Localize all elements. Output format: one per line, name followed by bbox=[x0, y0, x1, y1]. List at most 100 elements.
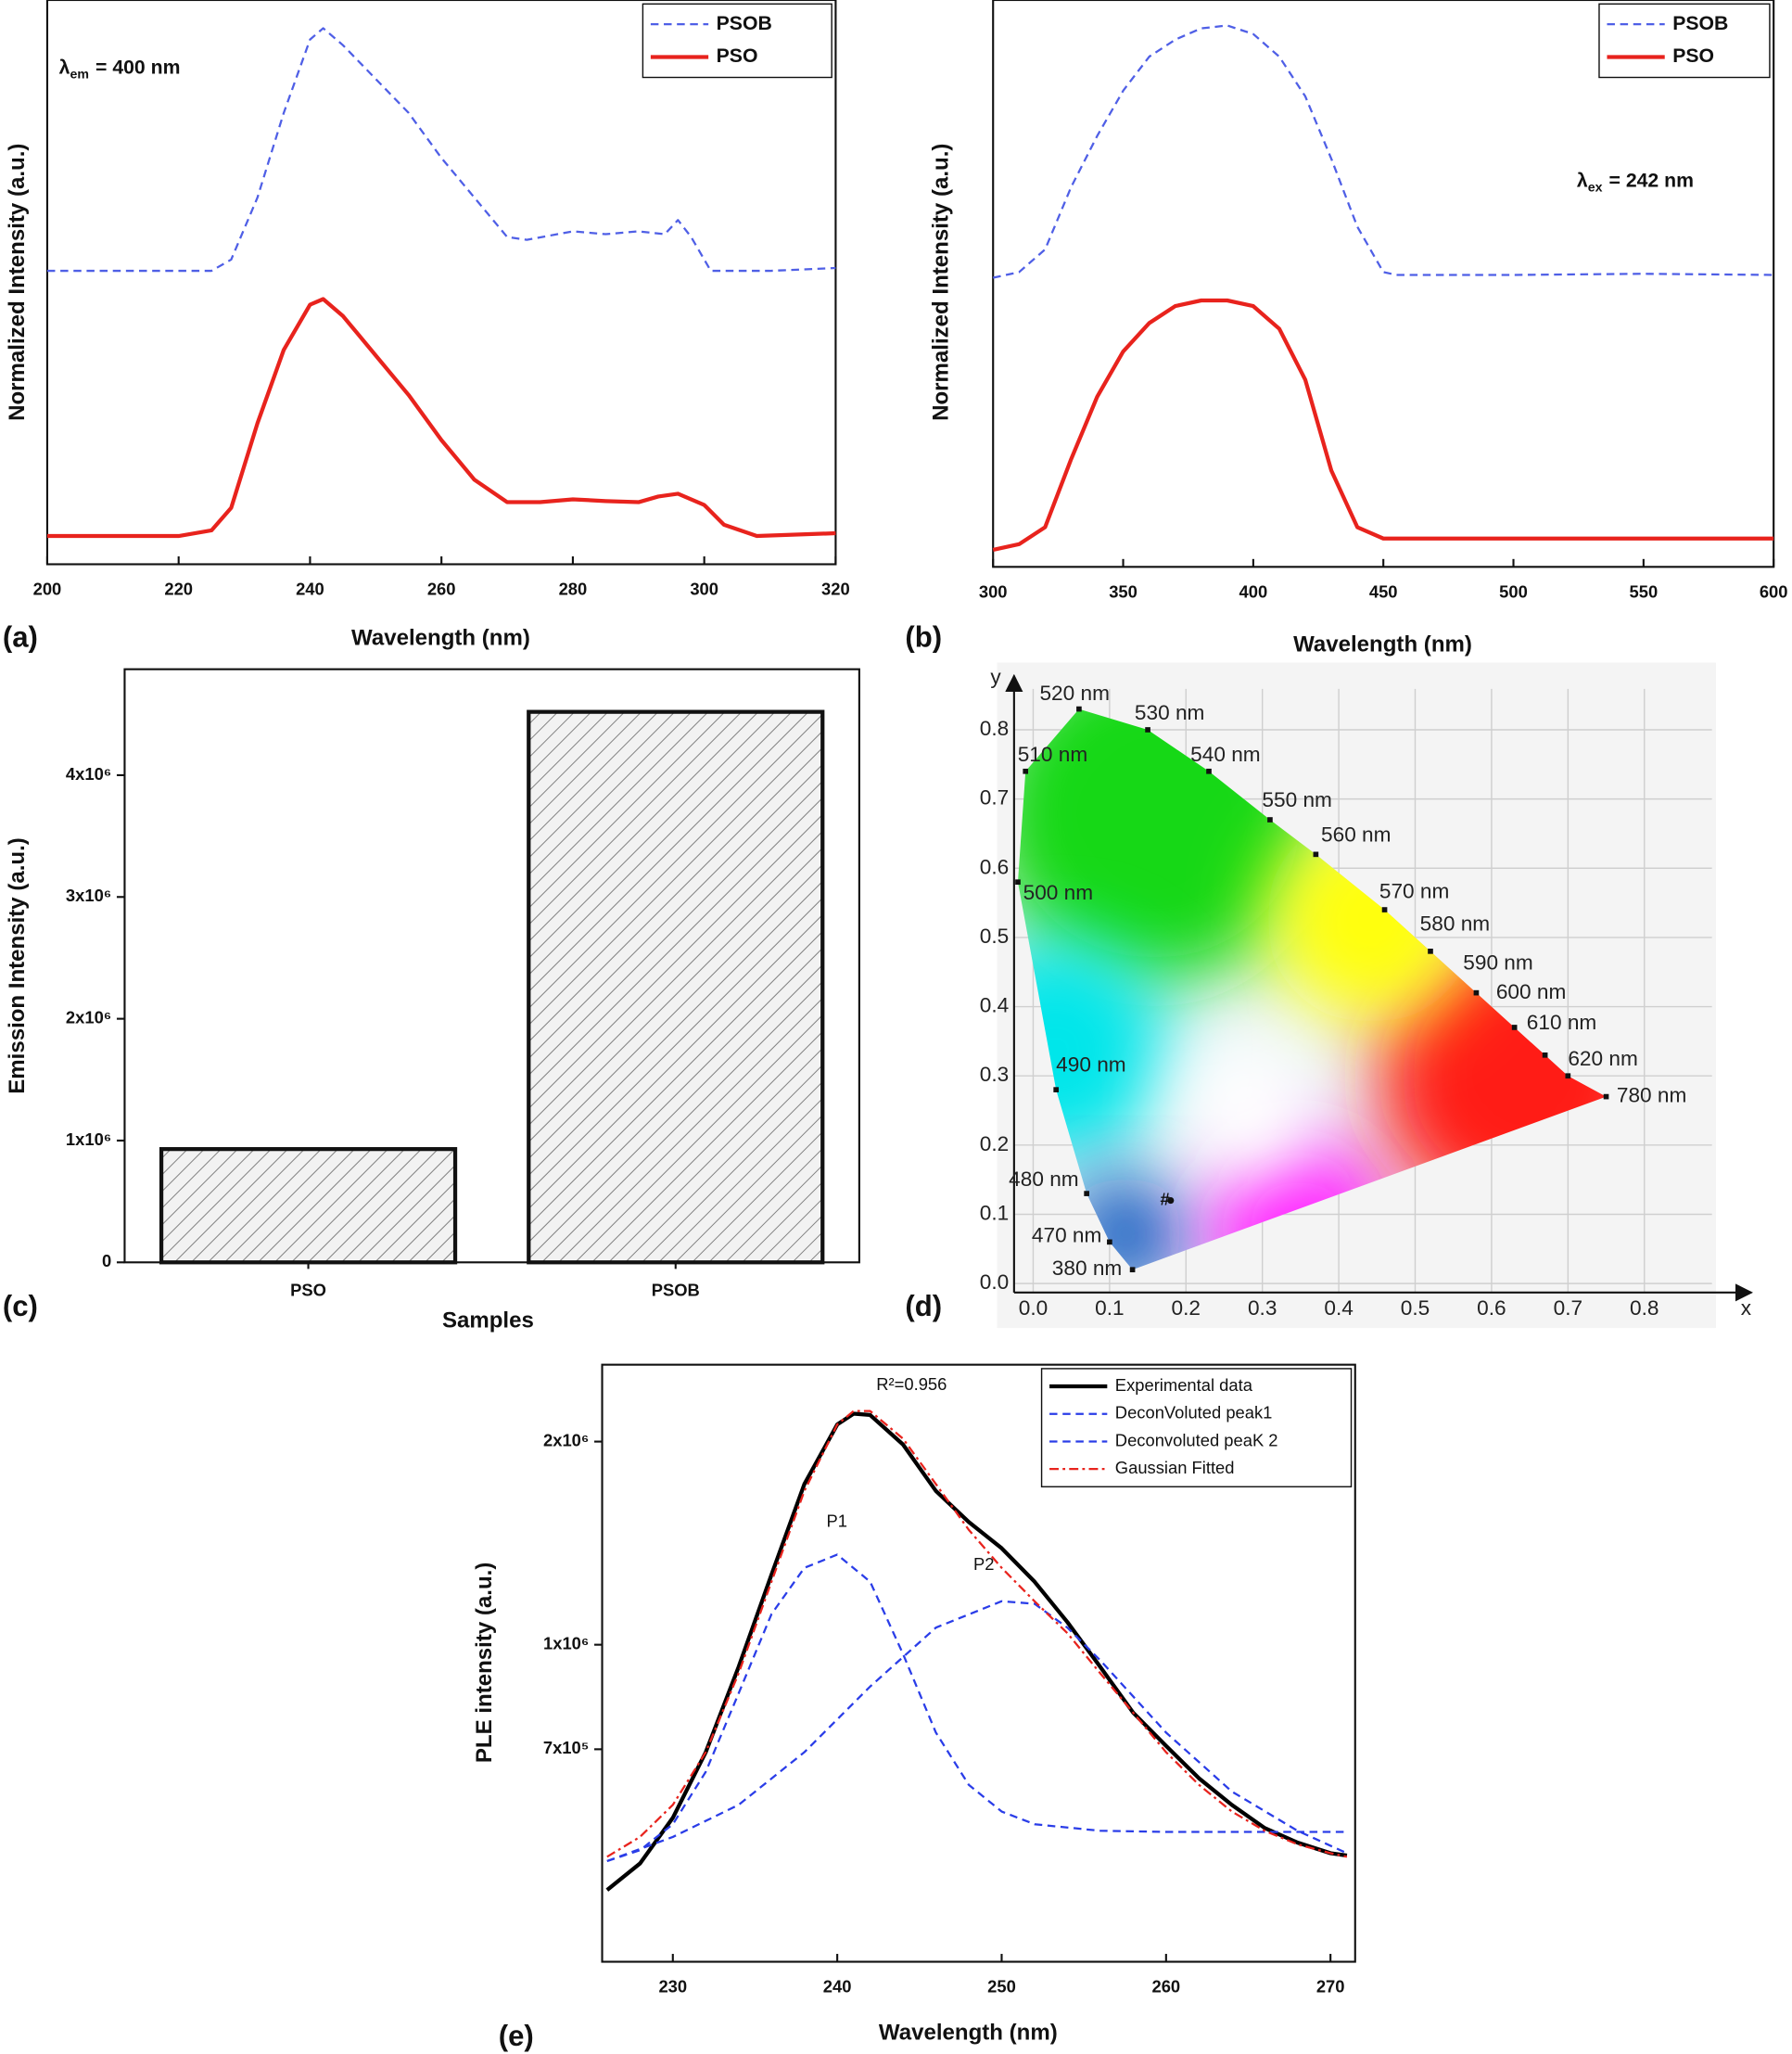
x-tick-label: 230 bbox=[658, 1977, 687, 1997]
peak-label: P2 bbox=[973, 1554, 994, 1574]
annotation-symbol: λ bbox=[1577, 170, 1588, 191]
locus-label: 500 nm bbox=[1023, 881, 1093, 904]
annotation: λex = 242 nm bbox=[1577, 170, 1694, 194]
locus-label: 540 nm bbox=[1190, 743, 1260, 766]
locus-point bbox=[1511, 1025, 1518, 1030]
panel-label: (e) bbox=[499, 2020, 534, 2052]
x-tick-label: 0.1 bbox=[1095, 1296, 1124, 1320]
x-tick-label: 0.0 bbox=[1019, 1296, 1048, 1320]
y-tick-label: 0.3 bbox=[980, 1063, 1009, 1086]
x-tick-label: PSO bbox=[290, 1280, 326, 1299]
locus-label: 480 nm bbox=[1009, 1167, 1078, 1191]
locus-point bbox=[1053, 1087, 1060, 1092]
locus-point bbox=[1129, 1267, 1136, 1273]
gamut-blob bbox=[1174, 1036, 1319, 1181]
locus-point bbox=[1565, 1073, 1571, 1079]
x-axis-title: Wavelength (nm) bbox=[1293, 632, 1472, 657]
locus-label: 380 nm bbox=[1052, 1257, 1122, 1280]
annotation-subscript: em bbox=[70, 66, 89, 81]
x-tick-label: 200 bbox=[33, 580, 62, 599]
x-tick-label: 600 bbox=[1760, 581, 1788, 601]
y-axis-title: Emission Intensity (a.u.) bbox=[5, 837, 30, 1094]
locus-point bbox=[1145, 727, 1150, 733]
y-tick-label: 0.0 bbox=[980, 1270, 1009, 1294]
locus-point bbox=[1542, 1052, 1548, 1058]
bar bbox=[159, 1147, 458, 1265]
y-tick-label: 2x10⁶ bbox=[543, 1430, 589, 1449]
legend-label: Gaussian Fitted bbox=[1115, 1458, 1235, 1477]
locus-point bbox=[1428, 949, 1433, 954]
x-tick-label: 220 bbox=[164, 580, 193, 599]
locus-label: 530 nm bbox=[1135, 701, 1204, 724]
series-line bbox=[992, 298, 1774, 553]
legend-box bbox=[1598, 3, 1771, 79]
x-tick-label: 0.4 bbox=[1324, 1296, 1353, 1320]
series-line bbox=[605, 1411, 1348, 1892]
x-tick-label: 240 bbox=[823, 1977, 852, 1997]
series-line bbox=[46, 297, 836, 539]
legend-label: PSOB bbox=[717, 13, 772, 34]
locus-label: 520 nm bbox=[1039, 682, 1109, 705]
locus-label: 510 nm bbox=[1018, 743, 1087, 766]
panel-label: (c) bbox=[3, 1290, 38, 1322]
x-axis-title: Samples bbox=[442, 1308, 534, 1333]
annotation-subscript: ex bbox=[1588, 179, 1603, 194]
x-tick-label: 0.3 bbox=[1248, 1296, 1277, 1320]
y-axis-title: PLE intensity (a.u.) bbox=[472, 1563, 497, 1763]
legend-label: PSO bbox=[717, 45, 758, 67]
annotation-text: = 400 nm bbox=[95, 57, 180, 78]
locus-label: 560 nm bbox=[1321, 823, 1391, 847]
x-tick-label: 280 bbox=[559, 580, 588, 599]
locus-label: 490 nm bbox=[1056, 1053, 1125, 1077]
legend-label: DeconVoluted peak1 bbox=[1115, 1403, 1273, 1422]
y-tick-label: 0.7 bbox=[980, 786, 1009, 810]
x-tick-label: 550 bbox=[1630, 581, 1659, 601]
bar bbox=[527, 709, 825, 1265]
plot-frame bbox=[601, 1363, 1356, 1963]
y-tick-label: 0.5 bbox=[980, 925, 1009, 948]
y-axis-title: Normalized Intensity (a.u.) bbox=[5, 144, 30, 421]
x-tick-label: 250 bbox=[987, 1977, 1016, 1997]
locus-point bbox=[1107, 1239, 1112, 1245]
annotation-symbol: λ bbox=[59, 57, 70, 78]
annotation: λem = 400 nm bbox=[59, 57, 181, 81]
series-line bbox=[606, 1600, 1348, 1862]
plot-frame bbox=[992, 0, 1775, 568]
x-tick-label: 0.6 bbox=[1477, 1296, 1506, 1320]
y-tick-label: 0.1 bbox=[980, 1201, 1009, 1224]
x-tick-label: 0.7 bbox=[1554, 1296, 1582, 1320]
panel-label: (b) bbox=[905, 620, 942, 653]
series-line bbox=[992, 24, 1774, 279]
x-tick-label: 260 bbox=[427, 580, 456, 599]
x-axis-title: x bbox=[1741, 1296, 1752, 1320]
y-tick-label: 0 bbox=[102, 1251, 111, 1270]
locus-point bbox=[1381, 907, 1388, 912]
legend-label: Experimental data bbox=[1115, 1375, 1253, 1395]
gamut-blob bbox=[1017, 938, 1168, 1162]
y-tick-label: 3x10⁶ bbox=[66, 886, 111, 905]
x-tick-label: 0.5 bbox=[1401, 1296, 1430, 1320]
locus-point bbox=[1023, 768, 1029, 774]
plot-frame bbox=[123, 668, 860, 1264]
locus-label: 470 nm bbox=[1032, 1224, 1101, 1247]
locus-point bbox=[1084, 1191, 1089, 1196]
y-tick-label: 0.4 bbox=[980, 994, 1009, 1017]
x-tick-label: 320 bbox=[821, 580, 850, 599]
peak-label: P1 bbox=[827, 1511, 847, 1530]
locus-point bbox=[1603, 1093, 1609, 1100]
annotation-text: = 242 nm bbox=[1609, 170, 1694, 191]
x-tick-label: 300 bbox=[690, 580, 718, 599]
x-tick-label: 0.8 bbox=[1630, 1296, 1659, 1320]
locus-label: 610 nm bbox=[1527, 1011, 1596, 1034]
legend-label: PSO bbox=[1672, 45, 1714, 67]
panel-label: (d) bbox=[905, 1290, 942, 1322]
legend-box bbox=[642, 3, 832, 79]
chromaticity-point bbox=[1167, 1197, 1175, 1205]
locus-label: 550 nm bbox=[1262, 788, 1331, 811]
y-tick-label: 7x10⁵ bbox=[543, 1738, 590, 1757]
x-tick-label: 400 bbox=[1239, 581, 1268, 601]
locus-label: 780 nm bbox=[1617, 1084, 1686, 1107]
panel-label: (a) bbox=[3, 620, 38, 653]
y-axis-title: Normalized Intensity (a.u.) bbox=[928, 144, 953, 421]
